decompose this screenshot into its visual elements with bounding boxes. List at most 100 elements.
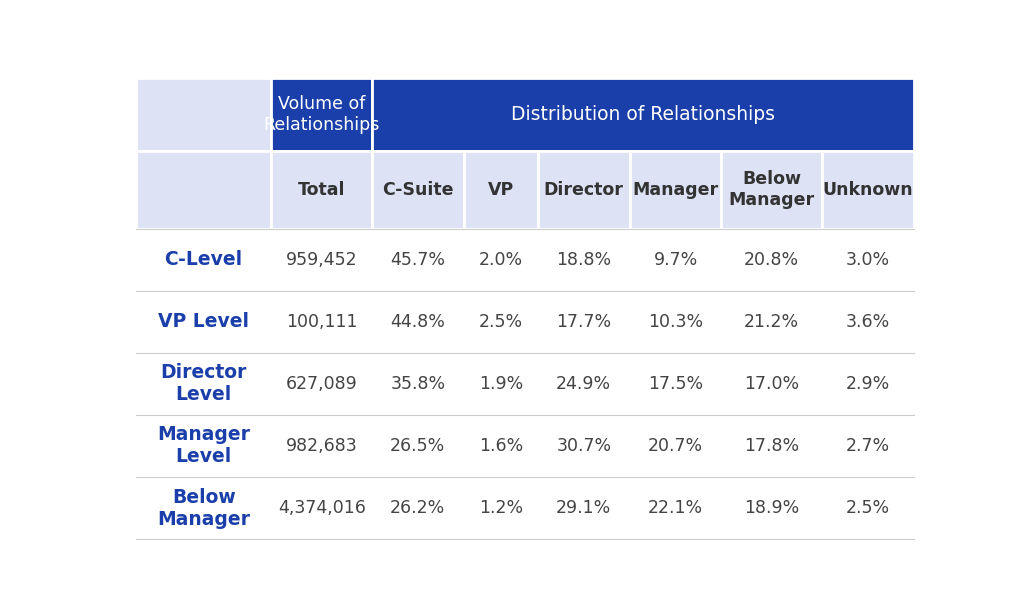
Text: 959,452: 959,452: [286, 251, 357, 269]
Text: 22.1%: 22.1%: [648, 499, 703, 517]
Text: Below
Manager: Below Manager: [729, 170, 815, 209]
Text: 44.8%: 44.8%: [390, 313, 445, 331]
Bar: [630, 151, 722, 229]
Bar: [822, 353, 913, 415]
Text: 20.7%: 20.7%: [648, 437, 703, 455]
Bar: [722, 477, 822, 539]
Bar: [372, 353, 464, 415]
Text: 4,374,016: 4,374,016: [278, 499, 366, 517]
Text: 2.9%: 2.9%: [846, 375, 890, 393]
Bar: [372, 151, 464, 229]
Text: 17.0%: 17.0%: [744, 375, 799, 393]
Text: Below
Manager: Below Manager: [157, 488, 250, 529]
Bar: [271, 415, 372, 477]
Text: Volume of
Relationships: Volume of Relationships: [263, 95, 380, 134]
Bar: [464, 291, 538, 353]
Text: 17.8%: 17.8%: [744, 437, 799, 455]
Text: 1.6%: 1.6%: [478, 437, 523, 455]
Bar: [271, 151, 372, 229]
Bar: [464, 477, 538, 539]
Bar: [630, 415, 722, 477]
Text: 2.5%: 2.5%: [478, 313, 523, 331]
Text: Unknown: Unknown: [822, 181, 913, 199]
Bar: [630, 477, 722, 539]
Bar: [372, 291, 464, 353]
Bar: [822, 291, 913, 353]
Text: 24.9%: 24.9%: [556, 375, 611, 393]
Text: 2.0%: 2.0%: [478, 251, 523, 269]
Text: VP Level: VP Level: [158, 312, 249, 331]
Text: Total: Total: [298, 181, 345, 199]
Bar: [136, 353, 271, 415]
Bar: [372, 229, 464, 291]
Bar: [271, 353, 372, 415]
Text: C-Level: C-Level: [165, 250, 243, 269]
Bar: [464, 151, 538, 229]
Bar: [271, 477, 372, 539]
Bar: [464, 415, 538, 477]
Bar: [722, 415, 822, 477]
Text: Manager
Level: Manager Level: [157, 425, 250, 466]
Text: 2.5%: 2.5%: [846, 499, 890, 517]
Text: 18.8%: 18.8%: [556, 251, 611, 269]
Bar: [538, 353, 630, 415]
Bar: [722, 353, 822, 415]
Text: 17.5%: 17.5%: [648, 375, 703, 393]
Bar: [822, 477, 913, 539]
Text: 45.7%: 45.7%: [390, 251, 445, 269]
Text: 1.9%: 1.9%: [478, 375, 523, 393]
Bar: [136, 291, 271, 353]
Text: 21.2%: 21.2%: [744, 313, 799, 331]
Bar: [630, 229, 722, 291]
Text: Director: Director: [544, 181, 624, 199]
Bar: [136, 151, 271, 229]
Text: Manager: Manager: [633, 181, 719, 199]
Text: 35.8%: 35.8%: [390, 375, 445, 393]
Text: 1.2%: 1.2%: [478, 499, 523, 517]
Bar: [722, 291, 822, 353]
Bar: [271, 78, 372, 151]
Text: Distribution of Relationships: Distribution of Relationships: [511, 105, 775, 124]
Text: 26.2%: 26.2%: [390, 499, 445, 517]
Text: 18.9%: 18.9%: [744, 499, 800, 517]
Bar: [271, 229, 372, 291]
Bar: [271, 291, 372, 353]
Text: VP: VP: [487, 181, 514, 199]
Text: 17.7%: 17.7%: [556, 313, 611, 331]
Text: Director
Level: Director Level: [161, 364, 247, 404]
Text: C-Suite: C-Suite: [382, 181, 454, 199]
Bar: [136, 477, 271, 539]
Bar: [822, 229, 913, 291]
Bar: [538, 477, 630, 539]
Bar: [136, 415, 271, 477]
Bar: [822, 151, 913, 229]
Bar: [464, 353, 538, 415]
Text: 100,111: 100,111: [286, 313, 357, 331]
Text: 26.5%: 26.5%: [390, 437, 445, 455]
Bar: [822, 415, 913, 477]
Text: 2.7%: 2.7%: [846, 437, 890, 455]
Bar: [538, 151, 630, 229]
Bar: [630, 291, 722, 353]
Text: 627,089: 627,089: [286, 375, 357, 393]
Bar: [538, 291, 630, 353]
Bar: [136, 229, 271, 291]
Bar: [372, 78, 913, 151]
Bar: [630, 353, 722, 415]
Bar: [722, 151, 822, 229]
Text: 20.8%: 20.8%: [744, 251, 799, 269]
Bar: [722, 229, 822, 291]
Text: 29.1%: 29.1%: [556, 499, 611, 517]
Text: 9.7%: 9.7%: [653, 251, 697, 269]
Bar: [372, 415, 464, 477]
Bar: [538, 415, 630, 477]
Bar: [372, 477, 464, 539]
Text: 982,683: 982,683: [286, 437, 357, 455]
Text: 3.6%: 3.6%: [846, 313, 890, 331]
Text: 30.7%: 30.7%: [556, 437, 611, 455]
Bar: [464, 229, 538, 291]
Bar: [136, 78, 271, 151]
Text: 3.0%: 3.0%: [846, 251, 890, 269]
Bar: [538, 229, 630, 291]
Text: 10.3%: 10.3%: [648, 313, 703, 331]
